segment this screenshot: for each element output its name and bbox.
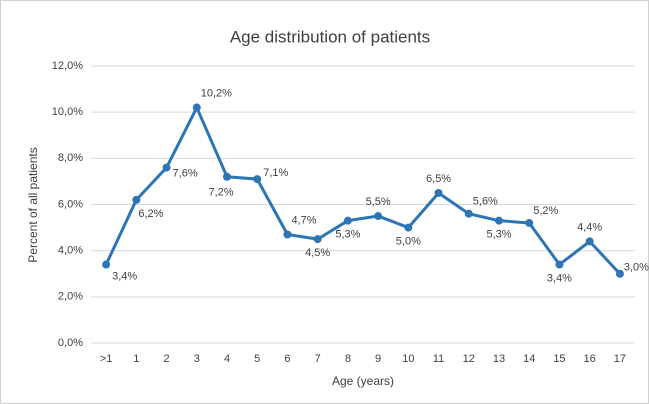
data-point [374, 212, 383, 221]
x-tick-label: 5 [254, 353, 260, 365]
x-tick-label: 13 [493, 353, 505, 365]
data-label: 3,0% [624, 262, 649, 274]
x-tick-label: 17 [614, 353, 626, 365]
data-label: 3,4% [547, 272, 572, 284]
data-point [253, 175, 262, 184]
y-axis-title: Percent of all patients [26, 147, 40, 262]
data-point [464, 209, 473, 218]
data-point [434, 188, 443, 197]
data-label: 3,4% [112, 270, 137, 282]
y-tick-label: 4,0% [58, 245, 83, 257]
x-tick-label: 6 [284, 353, 290, 365]
data-label: 5,2% [533, 205, 558, 217]
data-point [404, 223, 413, 232]
data-point [343, 216, 352, 225]
data-point [495, 216, 503, 225]
y-tick-label: 6,0% [58, 198, 83, 210]
data-label: 5,3% [486, 229, 511, 241]
y-tick-label: 12,0% [52, 60, 83, 72]
data-label: 5,6% [473, 196, 498, 208]
data-label: 7,1% [263, 167, 288, 179]
data-label: 4,4% [577, 221, 602, 233]
chart-title: Age distribution of patients [230, 27, 430, 46]
y-tick-label: 10,0% [52, 106, 83, 118]
data-label: 6,5% [426, 173, 451, 185]
x-tick-label: 9 [375, 353, 381, 365]
data-label: 4,5% [305, 247, 330, 259]
data-point [585, 237, 594, 246]
y-tick-label: 8,0% [58, 152, 83, 164]
data-point [313, 235, 322, 244]
x-tick-label: 3 [194, 353, 200, 365]
data-point [132, 195, 141, 204]
x-tick-label: >1 [100, 353, 113, 365]
data-point [102, 260, 111, 269]
data-point [525, 218, 534, 227]
data-label: 5,0% [396, 235, 421, 247]
data-point [283, 230, 292, 239]
x-tick-label: 15 [553, 353, 565, 365]
x-tick-label: 4 [224, 353, 230, 365]
data-label: 5,5% [366, 196, 391, 208]
x-tick-label: 7 [315, 353, 321, 365]
data-label: 4,7% [291, 214, 316, 226]
data-point [615, 269, 624, 278]
x-tick-label: 2 [163, 353, 169, 365]
data-point [162, 163, 171, 172]
x-tick-label: 14 [523, 353, 535, 365]
x-tick-label: 8 [345, 353, 351, 365]
series-line [104, 106, 621, 275]
x-tick-label: 16 [584, 353, 596, 365]
y-tick-label: 0,0% [58, 337, 83, 349]
data-label: 5,3% [335, 229, 360, 241]
x-tick-label: 10 [402, 353, 414, 365]
x-axis-title: Age (years) [332, 374, 394, 388]
x-tick-label: 11 [433, 353, 444, 365]
data-label: 6,2% [138, 208, 163, 220]
x-tick-label: 12 [463, 353, 475, 365]
data-label: 10,2% [201, 87, 232, 99]
x-tick-label: 1 [133, 353, 139, 365]
data-label: 7,2% [208, 187, 233, 199]
data-point [555, 260, 564, 269]
data-label: 7,6% [173, 167, 198, 179]
data-point [192, 103, 201, 112]
data-point [223, 172, 231, 181]
y-tick-label: 2,0% [58, 291, 83, 303]
